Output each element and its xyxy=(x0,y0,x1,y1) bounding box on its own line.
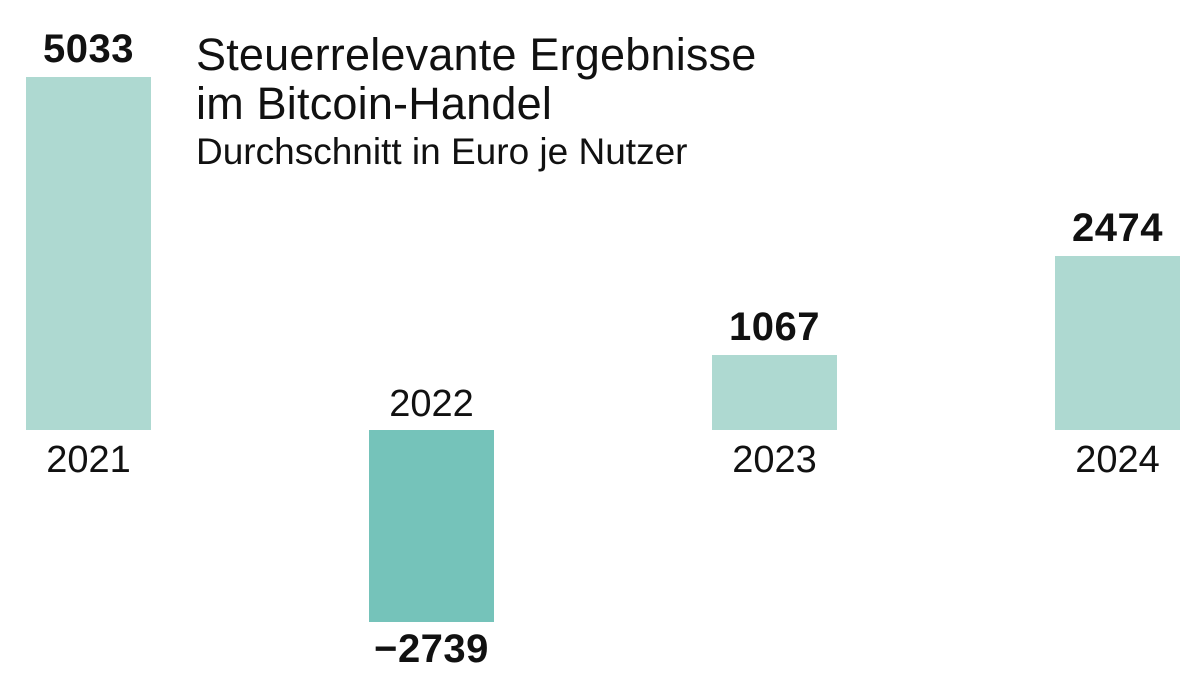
bar-value-label-2024: 2474 xyxy=(1072,206,1163,251)
chart-subtitle: Durchschnitt in Euro je Nutzer xyxy=(196,131,688,172)
bar-2023 xyxy=(712,355,837,430)
bar-year-label-2022: 2022 xyxy=(389,383,474,425)
bar-year-label-2024: 2024 xyxy=(1075,439,1160,481)
bar-year-label-2023: 2023 xyxy=(732,439,817,481)
bar-2022 xyxy=(369,430,494,623)
bar-year-label-2021: 2021 xyxy=(46,439,131,481)
chart-header: Steuerrelevante Ergebnisse im Bitcoin-Ha… xyxy=(196,30,757,176)
chart-title-line2: im Bitcoin-Handel xyxy=(196,78,553,129)
bar-value-label-2022: −2739 xyxy=(374,627,489,672)
bar-value-label-2023: 1067 xyxy=(729,305,820,350)
bar-value-label-2021: 5033 xyxy=(43,26,134,71)
chart-title-line1: Steuerrelevante Ergebnisse xyxy=(196,29,757,80)
bar-2024 xyxy=(1055,256,1180,430)
bar-2021 xyxy=(26,76,151,430)
